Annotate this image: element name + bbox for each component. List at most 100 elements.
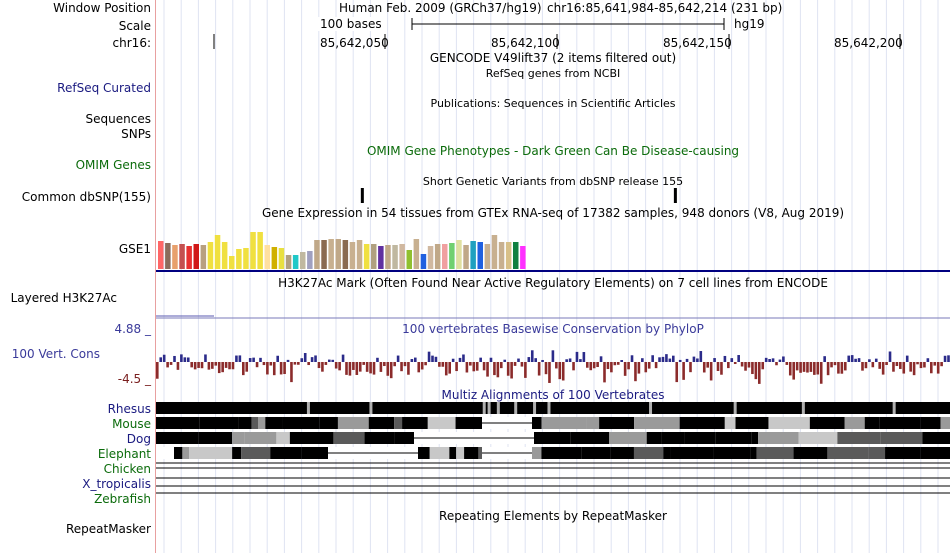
vertical-grid-lines — [163, 0, 939, 553]
mouse-row-block — [156, 417, 200, 429]
phylop-bar-negative — [407, 362, 410, 375]
label-layered-h3k27ac[interactable]: Layered H3K27Ac — [10, 291, 117, 305]
gtex-bar-39 — [434, 244, 441, 269]
phylop-bar-negative — [623, 362, 627, 376]
label-gse1[interactable]: GSE1 — [118, 242, 151, 256]
label-omim-genes[interactable]: OMIM Genes — [75, 158, 151, 172]
ruler — [213, 34, 901, 49]
label-refseq-curated[interactable]: RefSeq Curated — [57, 81, 151, 95]
label-species-dog[interactable]: Dog — [126, 432, 151, 446]
elephant-row-block — [449, 447, 457, 459]
label-repeatmasker[interactable]: RepeatMasker — [65, 522, 151, 536]
label-common-dbsnp[interactable]: Common dbSNP(155) — [21, 190, 151, 204]
rhesus-gap — [487, 402, 491, 414]
mouse-row-block — [768, 417, 810, 429]
mouse-row-block — [724, 417, 736, 429]
omim-track-title[interactable]: OMIM Gene Phenotypes - Dark Green Can Be… — [366, 144, 740, 158]
phylop-bar-negative — [675, 362, 679, 383]
phylop-bar-negative — [923, 362, 926, 368]
phylop-bar-negative — [383, 362, 386, 367]
label-species-chicken[interactable]: Chicken — [103, 462, 151, 476]
phylop-bar-negative — [933, 362, 937, 366]
mouse-row-block — [879, 417, 921, 429]
label-species-rhesus[interactable]: Rhesus — [107, 402, 151, 416]
phylop-bar-positive — [551, 350, 555, 362]
label-species-mouse[interactable]: Mouse — [112, 417, 151, 431]
phylop-bar-negative — [785, 362, 789, 365]
dog-row-block — [922, 432, 950, 444]
phylop-bar-positive — [685, 358, 689, 362]
dbsnp-features[interactable] — [156, 188, 950, 204]
gtex-bar-21 — [307, 251, 313, 269]
gtex-bar-28 — [356, 240, 363, 269]
label-sequences[interactable]: Sequences — [85, 112, 151, 126]
phylop-bar-negative — [496, 362, 500, 378]
phylop-bar-positive — [713, 358, 716, 362]
phylop-bar-negative — [637, 362, 641, 374]
phylop-wiggle[interactable] — [156, 344, 950, 384]
phylop-bar-negative — [386, 362, 390, 376]
label-snps[interactable]: SNPs — [121, 127, 151, 141]
elephant-row-block — [920, 447, 950, 459]
phylop-bar-negative — [716, 362, 720, 371]
mouse-row-block — [809, 417, 845, 429]
phylop-bar-positive — [678, 359, 682, 362]
label-species-zebrafish[interactable]: Zebrafish — [94, 492, 151, 506]
repeatmasker-track-title[interactable]: Repeating Elements by RepeatMasker — [439, 509, 667, 523]
label-scale: Scale — [118, 19, 151, 33]
gtex-bar-33 — [392, 245, 398, 269]
phylop-bar-negative — [830, 362, 833, 368]
phylop-track-title[interactable]: 100 vertebrates Basewise Conservation by… — [402, 322, 704, 336]
gtex-bar-23 — [321, 240, 327, 269]
phylop-bar-negative — [355, 362, 359, 375]
multiz-alignments[interactable] — [156, 400, 950, 500]
phylop-bar-positive — [173, 355, 176, 362]
elephant-row-block — [670, 447, 714, 459]
multiz-track-title[interactable]: Multiz Alignments of 100 Vertebrates — [441, 388, 665, 402]
dog-row-block — [661, 432, 685, 444]
elephant-row-block — [713, 447, 751, 459]
phylop-bar-negative — [558, 362, 562, 380]
gtex-bar-6 — [200, 245, 207, 269]
gencode-track-title[interactable]: GENCODE V49lift37 (2 items filtered out) — [429, 51, 677, 65]
dbsnp-track-title[interactable]: Short Genetic Variants from dbSNP releas… — [422, 175, 684, 188]
phylop-bar-positive — [782, 356, 785, 362]
phylop-bar-negative — [403, 362, 407, 367]
phylop-bar-negative — [400, 362, 403, 372]
gtex-bar-12 — [243, 248, 249, 269]
label-window-position: Window Position — [53, 1, 151, 15]
phylop-bar-negative — [892, 362, 895, 372]
publications-track-title[interactable]: Publications: Sequences in Scientific Ar… — [430, 97, 676, 110]
phylop-bar-negative — [290, 362, 293, 383]
refseq-track-title[interactable]: RefSeq genes from NCBI — [485, 67, 621, 80]
phylop-bar-positive — [730, 358, 734, 362]
mouse-row-block — [634, 417, 680, 429]
label-100-vert-cons[interactable]: 100 Vert. Cons — [11, 347, 100, 361]
phylop-bar-positive — [672, 355, 675, 362]
label-species-elephant[interactable]: Elephant — [97, 447, 151, 461]
phylop-bar-negative — [555, 362, 558, 369]
ruler-label-85642150: 85,642,150 — [663, 36, 732, 50]
gtex-bar-43 — [463, 245, 469, 269]
mouse-row-block — [337, 417, 369, 429]
mouse-row-block — [427, 417, 456, 429]
phylop-bar-positive — [630, 355, 634, 362]
label-species-x-tropicalis[interactable]: X_tropicalis — [82, 477, 151, 491]
gtex-bar-15 — [264, 245, 270, 269]
phylop-bar-positive — [850, 355, 854, 362]
gtex-track-title[interactable]: Gene Expression in 54 tissues from GTEx … — [261, 206, 845, 220]
phylop-bar-negative — [871, 362, 875, 368]
phylop-bar-negative — [444, 362, 448, 376]
phylop-bar-negative — [864, 362, 868, 369]
phylop-bar-negative — [792, 362, 795, 380]
phylop-bar-positive — [527, 357, 531, 362]
phylop-bar-negative — [689, 362, 692, 373]
rhesus-gap — [496, 402, 500, 414]
gtex-bar-chart[interactable] — [156, 222, 950, 272]
track-image-area[interactable]: Human Feb. 2009 (GRCh37/hg19) chr16:85,6… — [156, 0, 950, 553]
phylop-bar-negative — [193, 362, 197, 370]
phylop-bar-positive — [665, 354, 668, 362]
h3k27ac-track-title[interactable]: H3K27Ac Mark (Often Found Near Active Re… — [278, 276, 828, 290]
phylop-bar-positive — [310, 357, 314, 362]
mouse-row-block — [258, 417, 266, 429]
